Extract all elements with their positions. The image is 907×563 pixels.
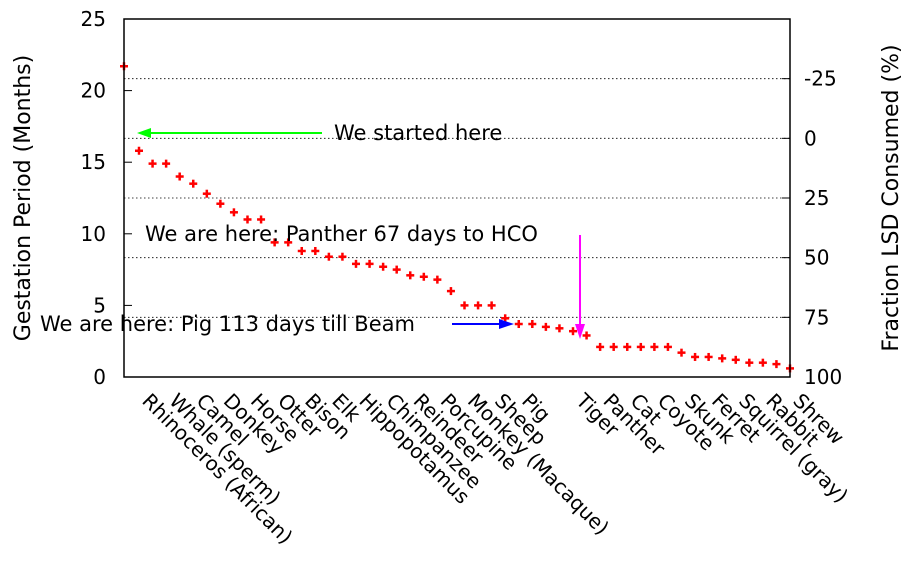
- y-axis: 0 5 10 15 20 25: [81, 7, 132, 389]
- y-tick-label: 15: [81, 150, 106, 174]
- started-arrow-head: [137, 128, 151, 138]
- data-point: [474, 301, 483, 310]
- data-point: [379, 262, 388, 271]
- grid-lines: [124, 78, 790, 318]
- y2-axis: -25 0 25 50 75 100: [782, 67, 842, 389]
- data-point: [189, 179, 198, 188]
- y2-tick-label: 75: [804, 305, 829, 329]
- data-point: [135, 146, 143, 155]
- y2-tick-label: 0: [804, 126, 817, 150]
- y-tick-label: 25: [81, 7, 106, 31]
- data-point: [148, 159, 157, 168]
- data-point: [718, 354, 727, 363]
- data-point: [460, 301, 469, 310]
- y2-tick-label: -25: [804, 67, 837, 91]
- data-point: [528, 320, 537, 329]
- y-tick-label: 5: [93, 293, 106, 317]
- data-point: [623, 342, 632, 351]
- data-point: [514, 320, 523, 329]
- y2-axis-title: Fraction LSD Consumed (%): [879, 44, 904, 351]
- data-point: [541, 322, 550, 331]
- data-point: [352, 259, 360, 268]
- data-point: [419, 272, 428, 281]
- data-point: [284, 238, 293, 247]
- data-point: [758, 358, 767, 367]
- data-point: [311, 246, 320, 255]
- data-point: [338, 252, 347, 261]
- data-point: [229, 208, 238, 217]
- data-point: [216, 199, 225, 208]
- y-tick-label: 10: [81, 222, 106, 246]
- data-point: [324, 252, 333, 261]
- y2-tick-label: 50: [804, 246, 829, 270]
- x-axis-labels: Rhinoceros (African)Whale (sperm)CamelDo…: [137, 388, 853, 549]
- data-point: [202, 189, 211, 198]
- pig-arrow-head: [499, 319, 514, 329]
- data-point: [365, 259, 374, 268]
- data-point: [162, 159, 171, 168]
- data-point: [731, 355, 740, 364]
- y-tick-label: 20: [81, 79, 106, 103]
- data-point: [433, 275, 442, 284]
- y-tick-label: 0: [93, 365, 106, 389]
- data-point: [501, 314, 510, 323]
- y2-tick-label: 25: [804, 186, 829, 210]
- data-point: [297, 246, 306, 255]
- data-point: [446, 287, 455, 296]
- data-point: [691, 352, 700, 361]
- data-point: [745, 358, 754, 367]
- data-point: [704, 352, 713, 361]
- data-point: [677, 348, 686, 357]
- data-point: [487, 301, 496, 310]
- data-point: [257, 215, 266, 224]
- data-point: [650, 342, 659, 351]
- data-points: [120, 62, 794, 373]
- data-point: [636, 342, 645, 351]
- pig-annotation: We are here: Pig 113 days till Beam: [40, 312, 415, 336]
- data-point: [175, 172, 184, 181]
- y2-tick-label: 100: [804, 365, 842, 389]
- data-point: [609, 342, 618, 351]
- data-point: [663, 342, 672, 351]
- data-point: [243, 215, 252, 224]
- started-annotation: We started here: [334, 121, 502, 145]
- panther-annotation: We are here: Panther 67 days to HCO: [145, 222, 538, 246]
- data-point: [596, 342, 605, 351]
- data-point: [582, 331, 591, 340]
- data-point: [569, 327, 577, 336]
- data-point: [772, 360, 781, 369]
- data-point: [555, 324, 564, 333]
- data-point: [406, 271, 415, 280]
- y-axis-title: Gestation Period (Months): [11, 55, 36, 341]
- data-point: [392, 265, 401, 274]
- data-point: [270, 238, 279, 247]
- panther-arrow-head: [575, 324, 585, 339]
- annotations: We started here We are here: Panther 67 …: [40, 121, 585, 339]
